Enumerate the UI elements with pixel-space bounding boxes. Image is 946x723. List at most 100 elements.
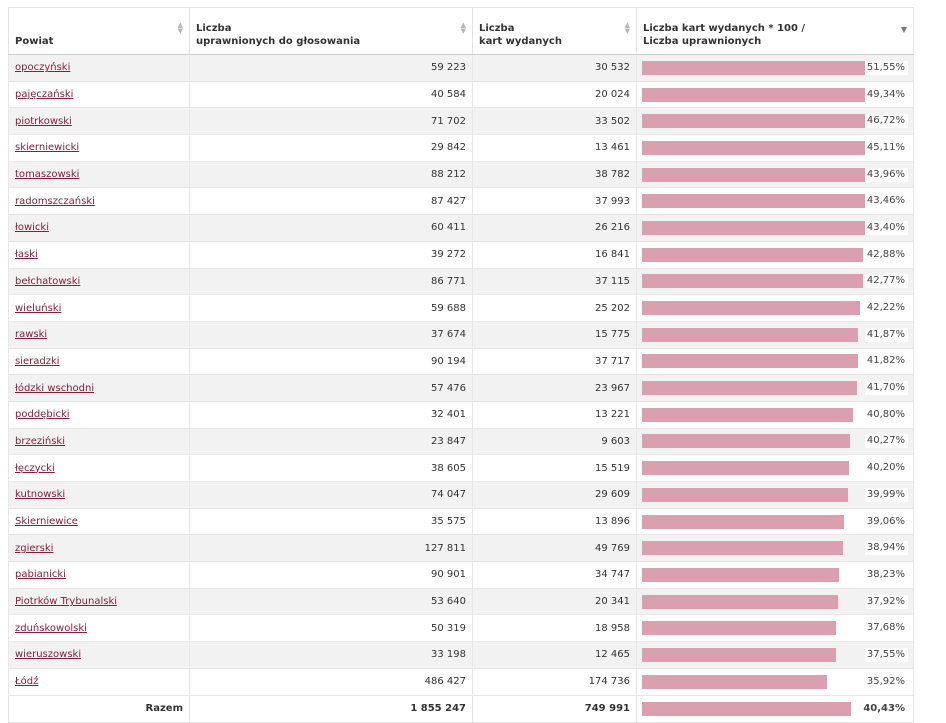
ratio-bar: 41,70%: [642, 381, 908, 396]
ratio-label: 46,72%: [864, 114, 908, 129]
ratio-cell: 51,55%: [636, 54, 914, 82]
uprawnieni-cell: 71 702: [189, 107, 473, 136]
footer-label: Razem: [8, 694, 190, 723]
powiat-link[interactable]: łódzki wschodni: [15, 382, 95, 394]
uprawnieni-cell: 74 047: [189, 481, 473, 509]
powiat-link[interactable]: Skierniewice: [15, 516, 78, 528]
sort-descending-icon: ▼: [900, 25, 907, 34]
ratio-bar-fill: [642, 434, 850, 449]
ratio-cell: 41,70%: [636, 374, 914, 402]
ratio-bar-fill: [642, 381, 858, 396]
powiat-link[interactable]: brzeziński: [15, 435, 66, 447]
table-row: łęczycki 38 605 15 519 40,20%: [8, 454, 914, 482]
ratio-cell: 42,77%: [636, 267, 914, 296]
powiat-cell: zgierski: [8, 534, 190, 563]
uprawnieni-cell: 32 401: [189, 400, 473, 429]
powiat-link[interactable]: tomaszowski: [15, 169, 80, 181]
powiat-link[interactable]: łowicki: [15, 222, 49, 234]
powiat-link[interactable]: wieruszowski: [15, 649, 82, 661]
powiat-link[interactable]: skierniewicki: [15, 142, 80, 154]
powiat-link[interactable]: łęczycki: [15, 462, 55, 474]
footer-ratio-cell: 40,43%: [636, 694, 914, 723]
powiat-link[interactable]: Piotrków Trybunalski: [15, 596, 118, 608]
ratio-cell: 41,82%: [636, 347, 914, 376]
ratio-bar: 41,87%: [642, 327, 908, 342]
powiat-cell: sieradzki: [8, 347, 190, 376]
ratio-bar: 43,46%: [642, 194, 908, 209]
ratio-cell: 42,22%: [636, 294, 914, 322]
uprawnieni-cell: 23 847: [189, 427, 473, 456]
ratio-bar-fill: [642, 60, 908, 75]
ratio-cell: 43,46%: [636, 187, 914, 216]
powiat-link[interactable]: radomszczański: [15, 195, 95, 207]
powiat-link[interactable]: Łódź: [15, 676, 39, 688]
powiat-link[interactable]: pabianicki: [15, 569, 66, 581]
powiat-cell: radomszczański: [8, 187, 190, 216]
ratio-label: 39,06%: [864, 514, 908, 529]
table-row: Piotrków Trybunalski 53 640 20 341 37,92%: [8, 587, 914, 616]
karty-cell: 37 115: [472, 267, 637, 296]
table-row: łaski 39 272 16 841 42,88%: [8, 240, 914, 269]
ratio-cell: 39,06%: [636, 507, 914, 536]
karty-cell: 25 202: [472, 294, 637, 322]
uprawnieni-cell: 57 476: [189, 374, 473, 402]
powiat-link[interactable]: piotrkowski: [15, 115, 72, 127]
powiat-cell: Łódź: [8, 667, 190, 696]
ratio-cell: 40,20%: [636, 454, 914, 482]
powiat-link[interactable]: opoczyński: [15, 62, 71, 74]
uprawnieni-cell: 29 842: [189, 134, 473, 162]
powiat-cell: bełchatowski: [8, 267, 190, 296]
powiat-link[interactable]: zgierski: [15, 542, 54, 554]
powiat-link[interactable]: sieradzki: [15, 355, 60, 367]
uprawnieni-cell: 50 319: [189, 614, 473, 643]
table-row: sieradzki 90 194 37 717 41,82%: [8, 347, 914, 376]
karty-cell: 15 775: [472, 320, 637, 349]
ratio-bar: 51,55%: [642, 60, 908, 75]
header-ratio-line2: Liczba uprawnionych: [643, 36, 762, 47]
ratio-bar: 39,06%: [642, 514, 908, 529]
powiat-link[interactable]: bełchatowski: [15, 275, 81, 287]
powiat-link[interactable]: pajęczański: [15, 89, 74, 101]
ratio-bar: 40,80%: [642, 407, 908, 422]
table-row: piotrkowski 71 702 33 502 46,72%: [8, 107, 914, 136]
powiat-link[interactable]: kutnowski: [15, 489, 66, 501]
footer-uprawnieni: 1 855 247: [189, 694, 473, 723]
uprawnieni-cell: 40 584: [189, 80, 473, 109]
header-ratio-line1: Liczba kart wydanych * 100 /: [643, 23, 806, 34]
ratio-bar-fill: [642, 274, 863, 289]
uprawnieni-cell: 59 223: [189, 54, 473, 82]
header-uprawnieni-line2: uprawnionych do głosowania: [196, 36, 361, 47]
karty-cell: 18 958: [472, 614, 637, 643]
ratio-label: 37,92%: [864, 594, 908, 609]
header-ratio[interactable]: Liczba kart wydanych * 100 / Liczba upra…: [636, 7, 914, 55]
powiat-link[interactable]: zduńskowolski: [15, 622, 87, 634]
ratio-bar-fill: [642, 247, 864, 262]
powiat-cell: rawski: [8, 320, 190, 349]
ratio-bar: 38,23%: [642, 567, 908, 582]
powiat-link[interactable]: rawski: [15, 329, 48, 341]
ratio-bar: 38,94%: [642, 541, 908, 556]
ratio-cell: 43,40%: [636, 214, 914, 242]
header-uprawnieni[interactable]: Liczba uprawnionych do głosowania ▲ ▼: [189, 7, 473, 55]
footer-ratio-label: 40,43%: [861, 701, 908, 716]
table-row: skierniewicki 29 842 13 461 45,11%: [8, 134, 914, 162]
table-row: opoczyński 59 223 30 532 51,55%: [8, 54, 914, 82]
ratio-label: 37,55%: [864, 647, 908, 662]
powiat-cell: kutnowski: [8, 481, 190, 509]
powiat-link[interactable]: poddębicki: [15, 409, 70, 421]
ratio-bar: 49,34%: [642, 87, 908, 102]
powiat-link[interactable]: łaski: [15, 249, 38, 261]
powiat-link[interactable]: wieluński: [15, 302, 62, 314]
powiat-cell: łęczycki: [8, 454, 190, 482]
header-karty[interactable]: Liczba kart wydanych ▲ ▼: [472, 7, 637, 55]
uprawnieni-cell: 127 811: [189, 534, 473, 563]
header-powiat[interactable]: Powiat ▲ ▼: [8, 7, 190, 55]
powiat-cell: pabianicki: [8, 561, 190, 589]
karty-cell: 33 502: [472, 107, 637, 136]
powiat-cell: Skierniewice: [8, 507, 190, 536]
ratio-bar-fill: [642, 647, 836, 662]
ratio-cell: 37,92%: [636, 587, 914, 616]
ratio-bar: 35,92%: [642, 674, 908, 689]
ratio-label: 49,34%: [864, 87, 908, 102]
table-row: rawski 37 674 15 775 41,87%: [8, 320, 914, 349]
